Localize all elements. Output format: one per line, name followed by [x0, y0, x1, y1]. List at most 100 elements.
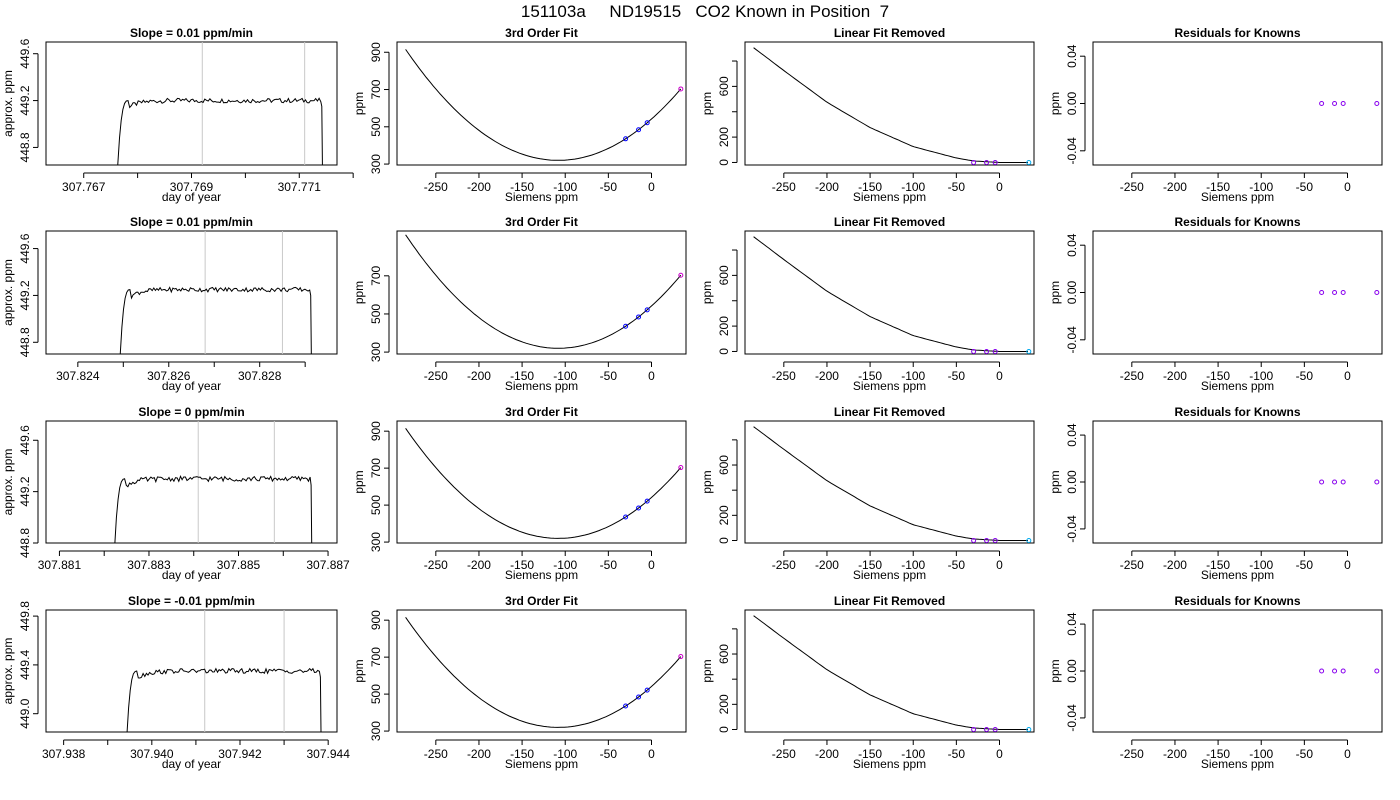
residual-point: [1332, 101, 1338, 106]
removed-curve: [753, 615, 1028, 730]
panel-r2c0: Slope = 0 ppm/min 307.881 307.883 307.885 30…: [1, 405, 350, 582]
x-tick-label: -200: [1163, 369, 1187, 383]
y-axis-title: ppm: [700, 470, 714, 493]
plot-frame: [45, 230, 338, 355]
x-tick-label: -150: [1206, 747, 1230, 761]
known-point: [644, 687, 650, 693]
known-point: [971, 726, 977, 732]
y-axis-title: ppm: [352, 659, 366, 682]
y-tick-label: 449.2: [18, 85, 32, 115]
y-tick-label: 449.0: [18, 698, 32, 728]
x-tick-label: -50: [1296, 180, 1314, 194]
fit-curve: [405, 49, 682, 161]
x-tick-label: -100: [1249, 180, 1273, 194]
x-tick-label: -150: [510, 180, 534, 194]
panel-title: Residuals for Knowns: [1174, 594, 1300, 608]
x-axis-title: Siemens ppm: [853, 757, 926, 771]
y-tick-label: 300: [369, 154, 383, 174]
panel-title: Residuals for Knowns: [1174, 405, 1300, 419]
panel-title: Linear Fit Removed: [834, 26, 945, 40]
plot-frame: [45, 609, 338, 733]
x-tick-label: -100: [553, 369, 577, 383]
residual-point: [1319, 479, 1325, 485]
x-tick-label: -50: [600, 369, 618, 383]
residual-point: [1340, 101, 1346, 106]
known-point: [971, 348, 977, 354]
panel-r2c3: Residuals for Knowns -250 -200 -150 -100 -50 0…: [1048, 405, 1383, 582]
x-axis-title: Siemens ppm: [505, 757, 578, 771]
y-tick-label: 448.8: [18, 528, 32, 558]
ppm-trace: [117, 97, 323, 165]
x-axis-title: Siemens ppm: [853, 190, 926, 204]
x-tick-label: 307.824: [56, 369, 100, 383]
data-layer: [1319, 101, 1380, 106]
panel-title: Slope = -0.01 ppm/min: [128, 594, 255, 608]
y-axis-title: ppm: [1048, 659, 1062, 682]
x-tick-label: -100: [1249, 369, 1273, 383]
y-tick-label: 200: [717, 316, 731, 336]
y-axis-title: ppm: [352, 92, 366, 115]
x-tick-label: -200: [1163, 747, 1187, 761]
y-tick-label: -0.04: [1065, 137, 1079, 165]
y-tick-label: 448.8: [18, 327, 32, 357]
data-layer: [753, 236, 1032, 354]
y-tick-label: 500: [369, 304, 383, 324]
y-tick-label: 600: [717, 76, 731, 96]
data-layer: [114, 421, 313, 543]
panel-title: Linear Fit Removed: [834, 594, 945, 608]
known-point: [644, 498, 650, 504]
x-tick-label: -100: [553, 747, 577, 761]
plot-frame: [396, 230, 687, 355]
panel-r3c1: 3rd Order Fit -250 -200 -150 -100 -50 0 Siemens…: [352, 594, 687, 771]
panel-title: 3rd Order Fit: [505, 594, 578, 608]
x-axis-title: day of year: [162, 379, 221, 393]
x-tick-label: 0: [648, 747, 655, 761]
plot-frame: [744, 609, 1035, 733]
x-tick-label: -200: [815, 558, 839, 572]
x-tick-label: -200: [1163, 558, 1187, 572]
x-tick-label: -150: [858, 369, 882, 383]
panel-title: 3rd Order Fit: [505, 215, 578, 229]
x-tick-label: -250: [772, 180, 796, 194]
y-tick-label: 900: [369, 421, 383, 441]
plot-frame: [744, 41, 1035, 166]
standard-point: [678, 654, 684, 660]
x-tick-label: -100: [901, 558, 925, 572]
x-tick-label: -200: [467, 369, 491, 383]
plot-frame: [396, 41, 687, 166]
data-layer: [1319, 668, 1380, 674]
x-tick-label: 0: [996, 180, 1003, 194]
panel-r1c2: Linear Fit Removed -250 -200 -150 -100 -50 0 Si…: [700, 215, 1035, 393]
residual-point: [1319, 668, 1325, 674]
y-tick-label: 300: [369, 342, 383, 362]
known-point: [984, 726, 990, 732]
panel-r3c0: Slope = -0.01 ppm/min 307.938 307.940 307.9…: [1, 594, 350, 771]
x-axis-title: Siemens ppm: [505, 190, 578, 204]
y-tick-label: 300: [369, 532, 383, 552]
panel-title: Slope = 0.01 ppm/min: [130, 26, 253, 40]
known-point: [623, 514, 629, 520]
y-axis-title: approx. ppm: [1, 70, 15, 137]
x-tick-label: 307.887: [306, 558, 350, 572]
y-tick-label: 600: [717, 265, 731, 285]
data-layer: [119, 231, 312, 354]
x-tick-label: -50: [948, 558, 966, 572]
y-tick-label: 500: [369, 495, 383, 515]
x-axis-title: Siemens ppm: [1201, 568, 1274, 582]
x-tick-label: -150: [858, 180, 882, 194]
panel-title: 3rd Order Fit: [505, 405, 578, 419]
x-tick-label: 307.885: [217, 558, 261, 572]
y-tick-label: 500: [369, 684, 383, 704]
residual-point: [1340, 290, 1346, 295]
x-tick-label: -200: [815, 369, 839, 383]
standard-point: [678, 272, 684, 278]
panel-r3c3: Residuals for Knowns -250 -200 -150 -100 -50 0…: [1048, 594, 1383, 771]
known-point: [623, 323, 629, 329]
x-tick-label: -100: [553, 558, 577, 572]
panel-title: Linear Fit Removed: [834, 215, 945, 229]
data-layer: [405, 428, 684, 539]
x-tick-label: -250: [424, 747, 448, 761]
fit-curve: [405, 428, 682, 539]
panel-r3c2: Linear Fit Removed -250 -200 -150 -100 -50 0 Si…: [700, 594, 1035, 771]
